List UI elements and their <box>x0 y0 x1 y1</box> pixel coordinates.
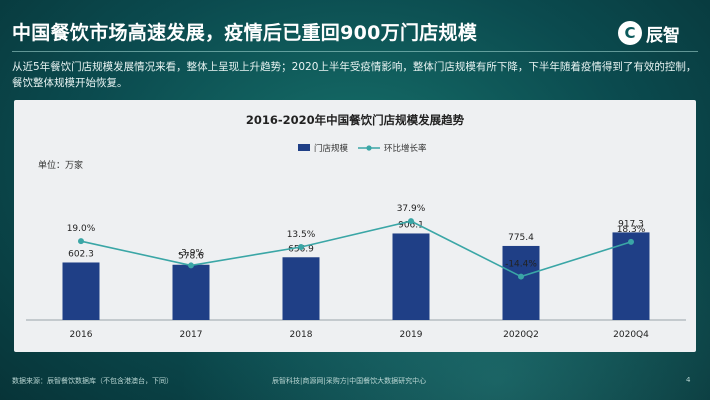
bar-value-label: 602.3 <box>68 249 94 259</box>
x-tick-label: 2018 <box>290 330 313 340</box>
legend-label-bar: 门店规模 <box>314 143 349 154</box>
bar-value-label: 906.1 <box>398 220 424 230</box>
bar <box>62 262 100 320</box>
growth-rate-line <box>80 220 632 278</box>
growth-rate-label: -14.4% <box>505 260 537 270</box>
growth-rate-label: -3.9% <box>178 248 205 258</box>
x-tick-label: 2016 <box>70 330 93 340</box>
credits-note: 辰智科技|商源网|采购方|中国餐饮大数据研究中心 <box>272 377 427 385</box>
bar <box>282 257 320 320</box>
chart-panel <box>14 100 696 352</box>
x-tick-label: 2020Q2 <box>503 330 539 340</box>
growth-rate-point <box>298 243 304 250</box>
growth-rate-point <box>628 238 634 245</box>
bar <box>392 233 430 320</box>
bar-value-label: 917.3 <box>618 219 644 229</box>
x-tick-label: 2019 <box>400 330 423 340</box>
growth-rate-point <box>408 218 414 225</box>
legend-swatch-bar <box>298 144 310 151</box>
page-number: 4 <box>686 376 691 384</box>
bar <box>612 232 650 320</box>
logo-text: 辰智 <box>646 25 680 46</box>
legend-marker-line <box>366 145 372 151</box>
legend-label-line: 环比增长率 <box>384 143 427 154</box>
x-tick-label: 2017 <box>180 330 203 340</box>
growth-rate-point <box>78 238 84 245</box>
bar <box>172 264 210 320</box>
bar-value-label: 775.4 <box>508 233 534 243</box>
title-divider <box>12 51 698 52</box>
unit-label: 单位：万家 <box>38 161 84 171</box>
growth-rate-point <box>188 262 194 269</box>
growth-rate-label: 19.0% <box>67 224 96 234</box>
growth-rate-label: 13.5% <box>287 230 316 240</box>
logo-c-icon: C <box>618 21 642 45</box>
data-source-note: 数据来源：辰智餐饮数据库（不包含港澳台，下同） <box>12 377 173 385</box>
brand-logo: C 辰智 <box>618 20 680 46</box>
growth-rate-label: 37.9% <box>397 204 426 214</box>
bar <box>502 245 540 320</box>
logo-mark: C <box>624 24 636 42</box>
growth-rate-label: 18.3% <box>617 225 646 235</box>
chart-title: 2016-2020年中国餐饮门店规模发展趋势 <box>245 113 465 127</box>
page-title: 中国餐饮市场高速发展，疫情后已重回900万门店规模 <box>12 22 478 44</box>
x-tick-label: 2020Q4 <box>613 330 649 340</box>
growth-rate-point <box>518 273 524 280</box>
bar-value-label: 578.6 <box>178 252 204 262</box>
summary-text: 从近5年餐饮门店规模发展情况来看，整体上呈现上升趋势；2020上半年受疫情影响，… <box>12 61 697 89</box>
